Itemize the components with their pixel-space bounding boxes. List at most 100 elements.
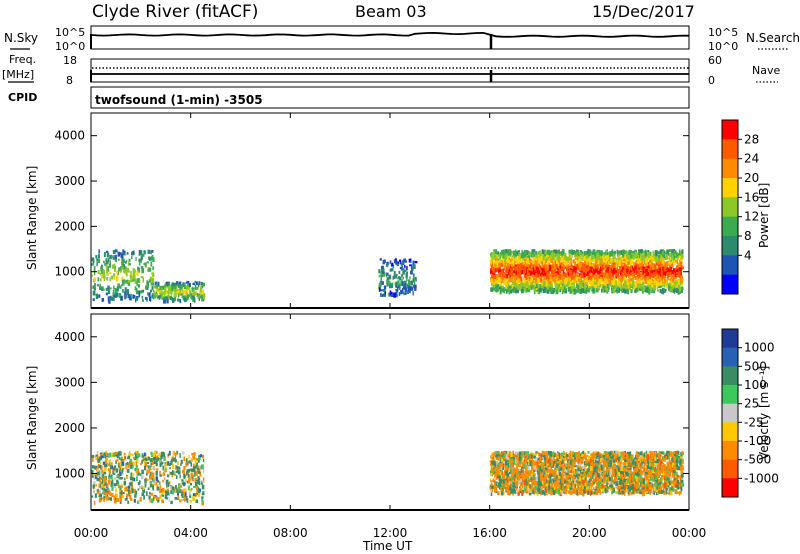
- echo-cell: [599, 269, 602, 274]
- echo-cell: [125, 261, 127, 264]
- echo-cell: [590, 253, 593, 259]
- echo-cell: [671, 458, 674, 463]
- echo-cell: [675, 276, 677, 281]
- echo-cell: [550, 250, 552, 253]
- echo-cell: [103, 260, 105, 264]
- echo-cell: [533, 289, 536, 294]
- echo-cell: [155, 288, 159, 292]
- echo-cell: [672, 280, 675, 285]
- echo-cell: [490, 254, 492, 258]
- beam-title: Beam 03: [355, 2, 427, 21]
- echo-cell: [518, 458, 521, 463]
- echo-cell: [490, 287, 493, 292]
- echo-cell: [650, 288, 652, 293]
- echo-cell: [680, 254, 683, 259]
- echo-cell: [124, 294, 126, 300]
- echo-cell: [652, 252, 656, 256]
- echo-cell: [521, 288, 524, 294]
- echo-cell: [668, 263, 670, 266]
- echo-cell: [641, 277, 644, 281]
- echo-cell: [668, 261, 671, 266]
- echo-cell: [531, 266, 534, 270]
- echo-cell: [513, 286, 516, 289]
- echo-cell: [612, 256, 616, 262]
- echo-cell: [513, 270, 516, 275]
- echo-cell: [97, 277, 100, 282]
- echo-cell: [521, 267, 523, 270]
- echo-cell: [157, 288, 160, 291]
- echo-cell: [554, 273, 557, 277]
- echo-cell: [512, 289, 515, 293]
- echo-cell: [658, 259, 661, 262]
- echo-cell: [661, 266, 664, 270]
- echo-cell: [506, 259, 508, 263]
- echo-cell: [603, 254, 605, 257]
- echo-cell: [591, 258, 595, 262]
- echo-cell: [635, 266, 638, 270]
- echo-cell: [114, 265, 116, 271]
- echo-cell: [594, 255, 597, 260]
- echo-cell: [538, 267, 540, 273]
- echo-cell: [126, 267, 130, 273]
- echo-cell: [608, 260, 610, 265]
- echo-cell: [186, 289, 189, 293]
- echo-cell: [630, 289, 633, 294]
- echo-cell: [520, 282, 522, 286]
- echo-cell: [122, 281, 125, 286]
- echo-cell: [414, 261, 418, 264]
- echo-cell: [574, 270, 577, 275]
- echo-cell: [612, 287, 615, 293]
- echo-cell: [594, 284, 597, 288]
- echo-cell: [622, 288, 625, 293]
- echo-cell: [678, 274, 682, 278]
- echo-cell: [197, 294, 200, 300]
- echo-cell: [558, 257, 561, 261]
- echo-cell: [635, 256, 637, 260]
- echo-cell: [551, 256, 554, 259]
- echo-cell: [608, 270, 612, 276]
- echo-cell: [501, 251, 503, 255]
- echo-cell: [379, 258, 382, 261]
- echo-cell: [173, 287, 177, 293]
- echo-cell: [588, 253, 590, 257]
- echo-cell: [188, 283, 191, 288]
- echo-cell: [505, 284, 507, 289]
- echo-cell: [172, 297, 175, 303]
- y-tick-label: 4000: [54, 129, 85, 143]
- echo-cell: [149, 296, 152, 302]
- echo-cell: [565, 273, 568, 278]
- echo-cell: [676, 288, 679, 293]
- echo-cell: [178, 285, 180, 288]
- echo-cell: [606, 257, 609, 260]
- echo-cell: [649, 279, 651, 283]
- echo-cell: [613, 283, 615, 286]
- echo-cell: [150, 277, 154, 282]
- echo-cell: [192, 282, 195, 286]
- echo-cell: [541, 458, 543, 461]
- echo-cell: [609, 278, 612, 281]
- echo-cell: [547, 285, 550, 290]
- echo-cell: [579, 264, 581, 270]
- echo-cell: [588, 288, 590, 293]
- echo-cell: [665, 282, 668, 288]
- echo-cell: [627, 273, 630, 276]
- echo-cell: [578, 254, 580, 258]
- echo-cell: [580, 272, 583, 275]
- echo-cell: [576, 288, 579, 292]
- echo-cell: [533, 286, 536, 292]
- echo-cell: [193, 291, 197, 296]
- echo-cell: [155, 281, 158, 286]
- echo-cell: [676, 280, 678, 284]
- echo-cell: [382, 288, 386, 293]
- echo-cell: [517, 273, 520, 278]
- echo-cell: [497, 257, 500, 261]
- echo-cell: [558, 284, 561, 288]
- echo-cell: [495, 289, 499, 292]
- echo-cell: [410, 264, 413, 269]
- echo-cell: [521, 250, 523, 254]
- echo-cell: [101, 264, 103, 267]
- echo-cell: [514, 489, 517, 494]
- echo-cell: [671, 264, 673, 267]
- echo-cell: [135, 257, 137, 261]
